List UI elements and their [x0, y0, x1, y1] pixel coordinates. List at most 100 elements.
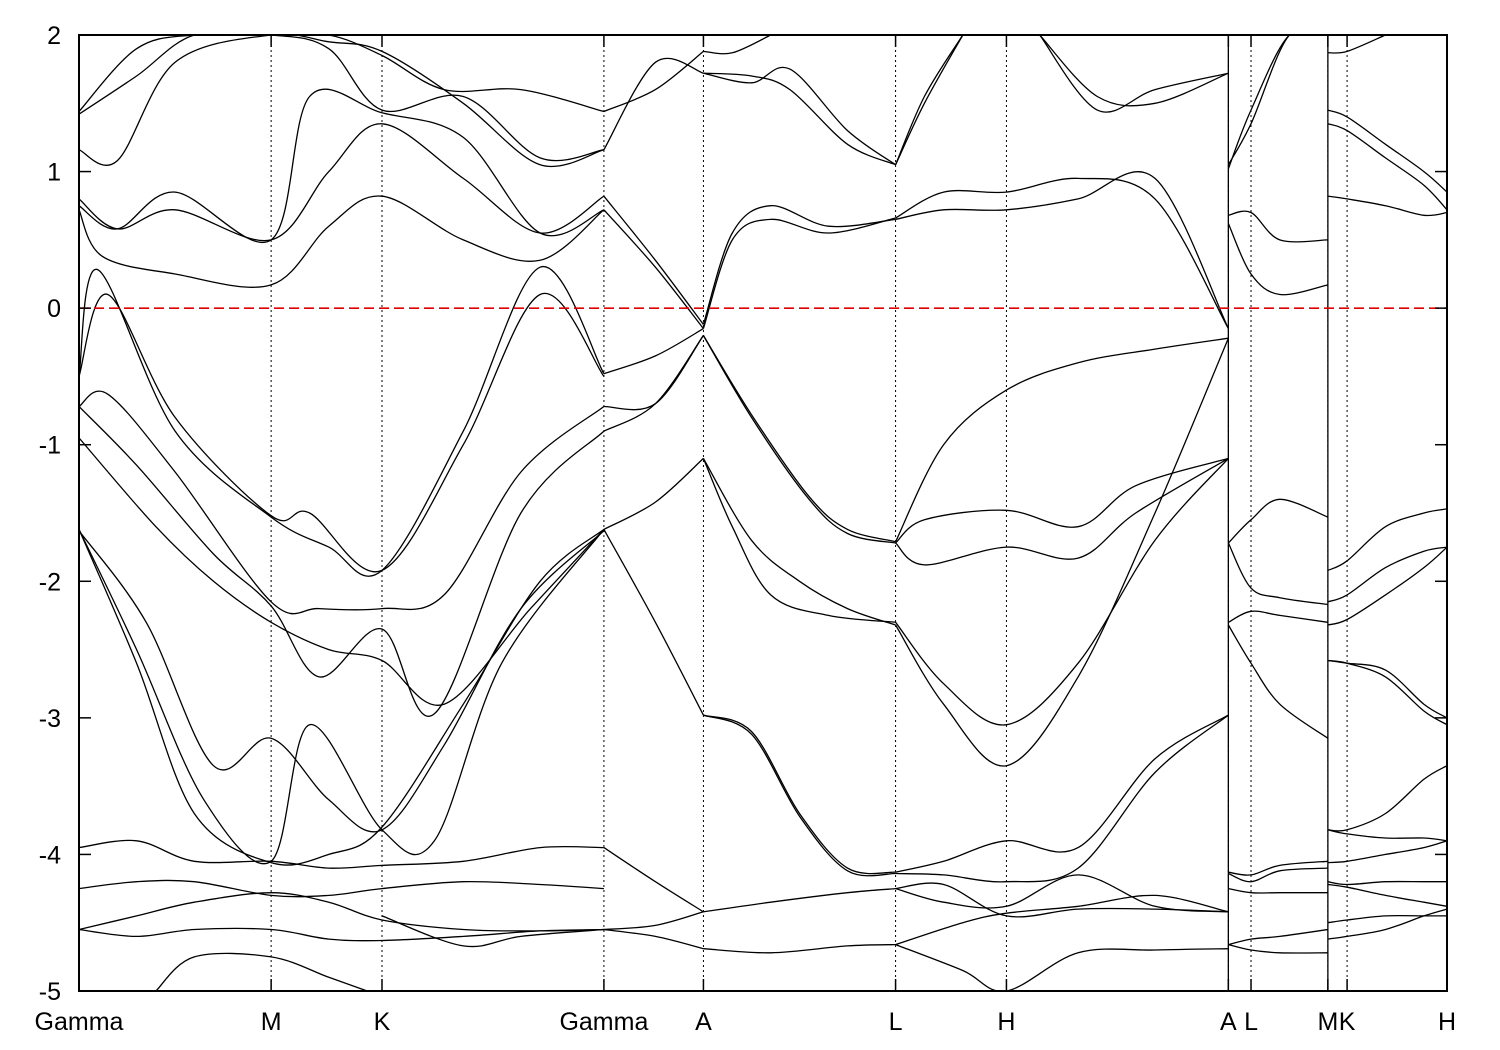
band-line — [1327, 659, 1447, 719]
band-line — [703, 714, 896, 877]
band-line — [702, 458, 896, 626]
band-line — [703, 72, 896, 166]
band-line — [1327, 908, 1447, 940]
band-line — [79, 35, 605, 167]
y-tick-label: -2 — [39, 568, 61, 596]
band-line — [1327, 109, 1447, 193]
band-line — [895, 714, 1229, 883]
band-line — [1327, 914, 1447, 924]
y-axis-ticks: -5 -4 -3 -2 -1 0 1 2 — [39, 22, 1447, 1006]
band-line — [702, 217, 896, 329]
band-line — [1228, 610, 1328, 623]
x-tick-label: M — [1317, 1008, 1338, 1036]
band-line — [603, 50, 704, 113]
band-line — [79, 528, 605, 866]
band-line — [895, 457, 1229, 544]
band-line — [895, 882, 1229, 918]
band-line — [1327, 546, 1447, 603]
band-line — [1039, 35, 1229, 107]
band-line — [603, 328, 704, 375]
band-line — [895, 943, 1229, 991]
x-tick-label: Gamma — [559, 1008, 648, 1036]
band-line — [895, 337, 1229, 767]
x-tick-label: H — [997, 1008, 1015, 1036]
band-line — [1327, 829, 1447, 842]
band-line — [79, 437, 605, 706]
band-line — [603, 529, 704, 716]
band-line — [79, 292, 605, 573]
band-line — [895, 177, 1229, 329]
band-line — [1327, 880, 1447, 886]
band-line — [79, 927, 604, 942]
band-line — [1227, 35, 1328, 166]
band-line — [79, 892, 604, 932]
y-tick-label: -3 — [39, 705, 61, 733]
band-line — [1228, 943, 1328, 954]
band-line — [79, 839, 604, 869]
y-tick-label: -5 — [39, 978, 61, 1006]
band-line — [603, 847, 704, 913]
band-line — [79, 390, 605, 615]
y-tick-label: -1 — [39, 432, 61, 460]
band-line — [79, 406, 605, 717]
band-line — [603, 911, 704, 931]
band-line — [1228, 887, 1328, 894]
band-line — [702, 335, 896, 543]
band-line — [79, 879, 604, 898]
band-line — [1228, 928, 1328, 946]
band-line — [895, 874, 1229, 913]
band-line — [1327, 765, 1447, 832]
band-line — [703, 35, 771, 55]
band-line — [381, 915, 604, 948]
x-tick-label: M — [261, 1008, 282, 1036]
band-line — [155, 952, 368, 991]
band-line — [895, 35, 964, 165]
band-line — [1327, 546, 1447, 626]
x-tick-label: H — [1438, 1008, 1456, 1036]
band-line — [895, 35, 964, 165]
band-line — [1327, 883, 1447, 907]
band-line — [703, 943, 896, 954]
band-line — [1227, 223, 1329, 296]
y-tick-label: 1 — [47, 159, 61, 187]
band-line — [1227, 542, 1328, 606]
band-line — [1327, 508, 1447, 571]
band-line — [1327, 659, 1447, 726]
plot-frame — [78, 34, 1448, 992]
band-lines — [79, 35, 1447, 991]
band-line — [1327, 840, 1447, 864]
band-line — [703, 887, 896, 913]
y-tick-label: -4 — [39, 841, 61, 869]
x-tick-label: K — [374, 1008, 391, 1036]
band-line — [702, 205, 896, 325]
band-line — [895, 337, 1229, 542]
band-line — [702, 458, 896, 623]
band-line — [1227, 498, 1329, 544]
band-line — [603, 209, 704, 330]
band-line — [1227, 35, 1328, 170]
band-line — [1327, 123, 1447, 211]
band-line — [895, 894, 1229, 946]
band-line — [603, 335, 704, 411]
x-axis-ticks: Gamma M K Gamma A L H A L M K H — [35, 35, 1456, 1036]
band-line — [703, 714, 896, 875]
x-tick-label: A — [1220, 1008, 1237, 1036]
kpoint-lines — [270, 35, 1348, 991]
y-tick-label: 0 — [47, 295, 61, 323]
band-line — [79, 35, 605, 162]
band-line — [1327, 195, 1447, 217]
band-line — [79, 195, 605, 288]
band-line — [1327, 35, 1386, 54]
band-line — [603, 335, 704, 432]
x-tick-label: A — [695, 1008, 712, 1036]
band-line — [79, 529, 605, 865]
band-line — [1228, 210, 1328, 243]
x-tick-label: L — [889, 1008, 903, 1036]
band-line — [603, 195, 704, 325]
band-line — [895, 171, 1229, 329]
y-tick-label: 2 — [47, 22, 61, 50]
band-line — [79, 35, 605, 115]
band-line — [79, 266, 605, 577]
band-line — [603, 57, 704, 151]
